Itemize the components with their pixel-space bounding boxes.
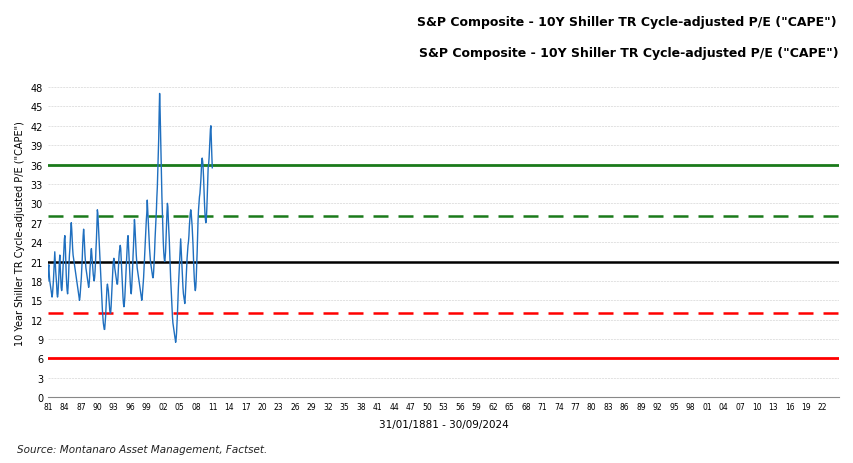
Text: S&P Composite - 10Y Shiller TR Cycle-adjusted P/E ("CAPE"): S&P Composite - 10Y Shiller TR Cycle-adj… [419,47,838,60]
Y-axis label: 10 Year Shiller TR Cycle-adjusted P/E ("CAPE"): 10 Year Shiller TR Cycle-adjusted P/E ("… [15,121,25,345]
Text: S&P Composite - 10Y Shiller TR Cycle-adjusted P/E ("CAPE"): S&P Composite - 10Y Shiller TR Cycle-adj… [417,16,836,29]
Text: Source: Montanaro Asset Management, Factset.: Source: Montanaro Asset Management, Fact… [17,444,267,454]
X-axis label: 31/01/1881 - 30/09/2024: 31/01/1881 - 30/09/2024 [378,419,508,430]
